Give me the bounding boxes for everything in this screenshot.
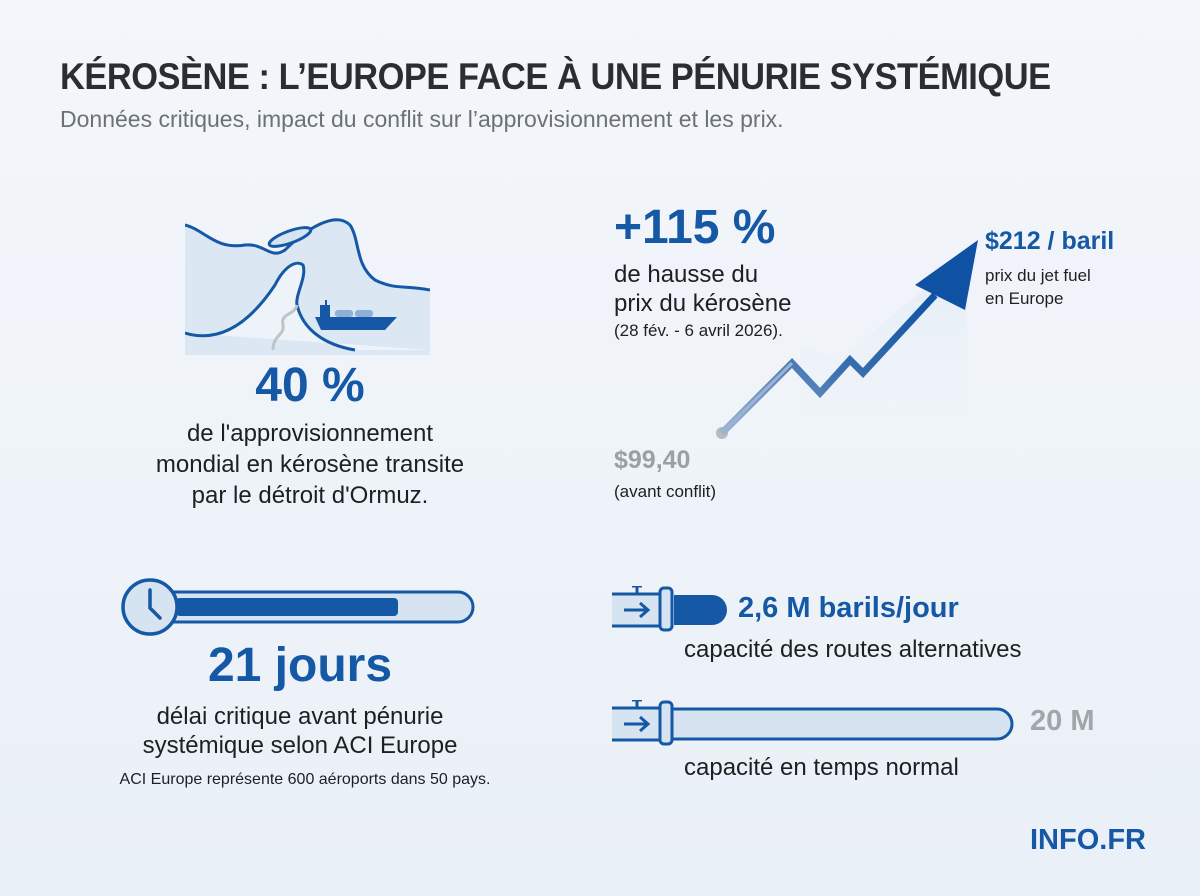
supply-desc-line: de l'approvisionnement	[186, 420, 434, 447]
price-trend-arrow-chart	[716, 240, 978, 439]
normal-capacity-description: capacité en temps normal	[684, 754, 959, 781]
price-period: (28 fév. - 6 avril 2026).	[614, 321, 783, 340]
price-before-description: (avant conflit)	[614, 482, 717, 501]
delay-desc-line: délai critique avant pénurie	[156, 703, 444, 730]
delay-description: délai critique avant pénurie systémique …	[100, 702, 500, 760]
price-increase-description: de hausse du prix du kérosène	[614, 260, 791, 318]
supply-desc-line: mondial en kérosène transite	[155, 451, 465, 478]
clock-timer-icon	[121, 578, 475, 636]
normal-capacity-value: 20 M	[1030, 705, 1095, 737]
arrowhead	[915, 240, 978, 310]
price-before-value: $99,40	[614, 446, 691, 474]
pipeline-icon	[612, 586, 727, 632]
delay-value: 21 jours	[207, 639, 393, 692]
supply-share-description: de l'approvisionnement mondial en kérosè…	[110, 418, 510, 511]
price-desc-line: prix du kérosène	[614, 290, 792, 317]
supply-desc-line: par le détroit d'Ormuz.	[191, 482, 429, 509]
delay-note: ACI Europe représente 600 aéroports dans…	[119, 771, 491, 788]
delay-desc-line: systémique selon ACI Europe	[142, 732, 458, 759]
page-subtitle: Données critiques, impact du conflit sur…	[60, 106, 784, 132]
price-desc-line: de hausse du	[614, 261, 759, 288]
price-increase-value: +115 %	[614, 201, 776, 254]
price-current-desc-line: en Europe	[985, 289, 1064, 308]
supply-share-value: 40 %	[255, 359, 365, 412]
price-current-description: prix du jet fuel en Europe	[985, 264, 1091, 310]
alternative-capacity-description: capacité des routes alternatives	[684, 636, 1022, 663]
tanker-ship-icon	[315, 300, 397, 330]
strait-of-hormuz-map-icon	[185, 218, 430, 355]
pipeline-icon	[612, 700, 1014, 746]
price-current-value: $212 / baril	[985, 227, 1115, 255]
brand-logo: INFO.FR	[1030, 824, 1146, 856]
alternative-capacity-value: 2,6 M barils/jour	[738, 592, 959, 624]
price-current-desc-line: prix du jet fuel	[985, 266, 1091, 285]
page-title: KÉROSÈNE : L’EUROPE FACE À UNE PÉNURIE S…	[60, 56, 1051, 97]
